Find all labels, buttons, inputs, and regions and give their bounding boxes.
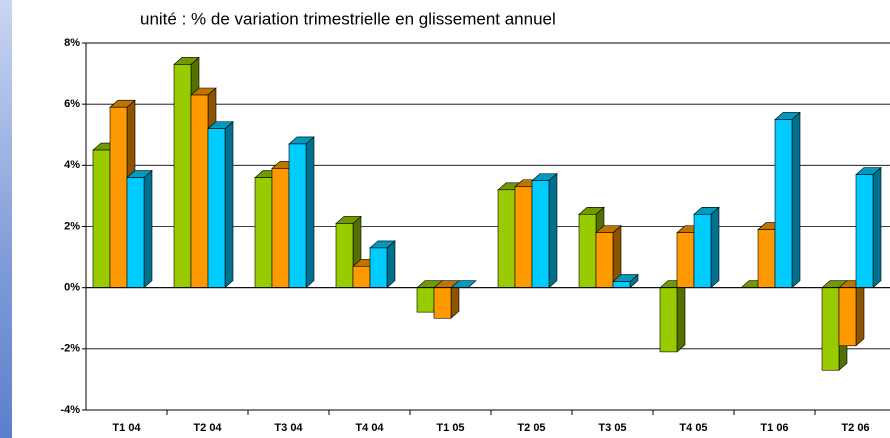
x-tick-label: T2 04 [193,422,222,434]
x-tick-label: T4 04 [355,422,384,434]
y-tick-label: 8% [64,37,80,49]
bar-side [305,136,315,289]
bar [676,232,695,288]
bar [369,247,388,288]
bar [254,177,273,288]
bar [612,281,631,288]
bar [335,223,354,288]
bar [352,265,371,288]
bar [109,106,128,288]
x-tick-label: T2 05 [517,422,545,434]
bar [838,287,857,347]
y-tick-label: 2% [64,220,80,232]
bar [433,287,452,319]
bar-side [872,166,882,289]
chart-subtitle: unité : % de variation trimestrielle en … [140,9,556,28]
bar [595,232,614,288]
bar [578,213,597,288]
bar [774,119,793,288]
bar [126,177,145,288]
y-tick-label: 4% [64,159,80,171]
bar-side [386,240,396,289]
bar [757,229,776,288]
bar [531,180,550,288]
bar [855,174,874,288]
bar [693,213,712,288]
bar-side [710,206,720,289]
y-tick-label: -4% [60,404,80,416]
bar [514,186,533,288]
y-tick-label: 0% [64,282,80,294]
bar-side [855,280,865,347]
bar-side [676,280,686,353]
bar [173,64,192,288]
x-tick-label: T4 05 [679,422,707,434]
background-strip [0,0,12,438]
bar-side [791,111,801,289]
bar-side [548,172,558,289]
x-tick-label: T1 04 [112,422,141,434]
bar [271,168,290,288]
bar [416,287,435,313]
bar-side [224,120,234,289]
x-tick-label: T1 05 [436,422,464,434]
y-tick-label: -2% [60,343,80,355]
x-tick-label: T3 04 [274,422,303,434]
bar [497,189,516,288]
bar [207,128,226,288]
x-tick-label: T3 05 [598,422,626,434]
y-tick-label: 6% [64,98,80,110]
x-tick-label: T2 06 [841,422,869,434]
bar [659,287,678,353]
bar [288,143,307,288]
x-tick-label: T1 06 [760,422,788,434]
bar [190,94,209,288]
bar [92,149,111,288]
bar-side [143,169,153,289]
bar [821,287,840,371]
